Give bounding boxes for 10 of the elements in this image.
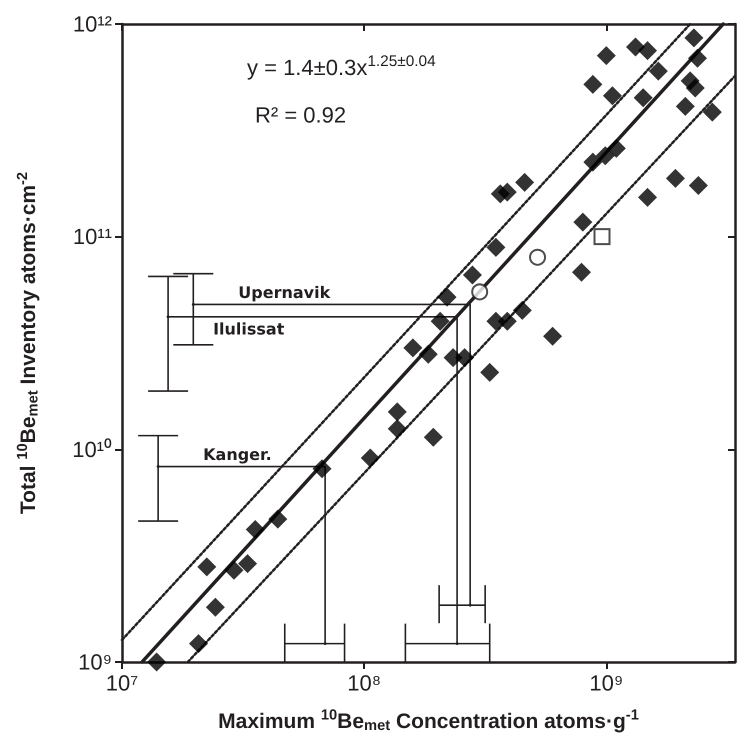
y-tick-label: 10¹⁰ [72,436,112,462]
series-label: Upernavik [238,282,331,302]
x-tick-label: 10⁸ [347,670,382,696]
series-label: Ilulissat [213,319,285,338]
x-tick-label: 10⁹ [589,670,624,696]
series-label: Kanger. [203,445,272,464]
y-tick-label: 10¹¹ [72,224,112,250]
annotation: R² = 0.92 [255,102,346,128]
y-axis-title: Total 10Bemet Inventory atoms·cm-2 [14,172,42,514]
y-tick-label: 10¹² [72,12,112,36]
